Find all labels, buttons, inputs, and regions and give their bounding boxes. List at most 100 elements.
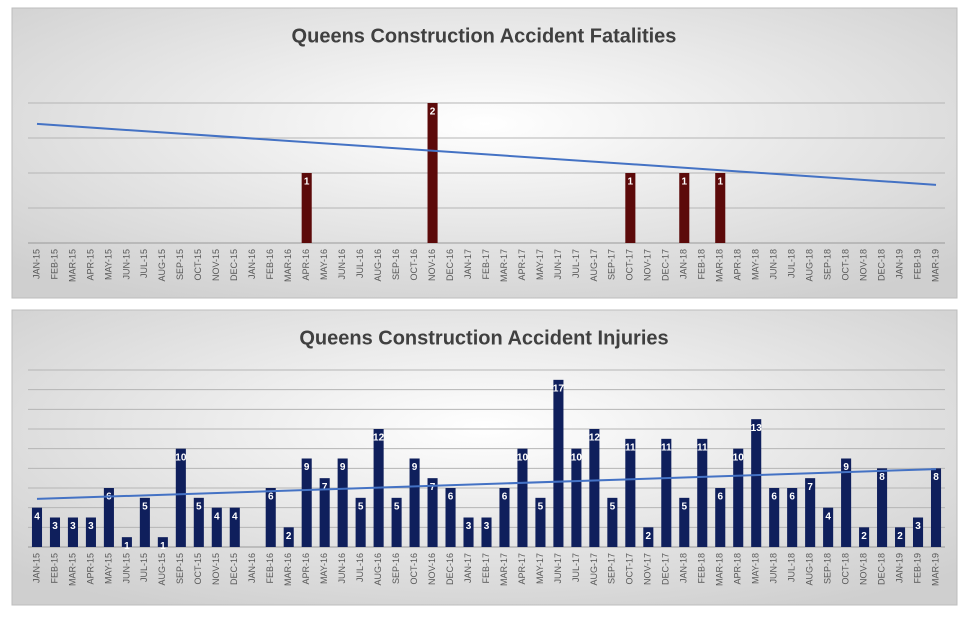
bar <box>139 497 150 547</box>
data-label: 2 <box>897 531 903 542</box>
data-label: 3 <box>88 521 94 532</box>
chart-panel: Queens Construction Accident Injuries JAN… <box>11 309 958 606</box>
x-tick-label: FEB-19 <box>912 553 922 584</box>
x-tick-label: NOV-15 <box>211 553 221 585</box>
data-label: 8 <box>879 472 885 483</box>
data-label: 12 <box>373 433 385 444</box>
data-label: 2 <box>646 531 652 542</box>
bar <box>481 517 492 547</box>
bar <box>49 517 61 547</box>
data-label: 17 <box>553 383 565 394</box>
x-tick-label: OCT-16 <box>409 249 419 281</box>
data-label: 8 <box>933 472 939 483</box>
x-tick-label: SEP-18 <box>823 553 833 584</box>
data-label: 5 <box>394 501 400 512</box>
data-label: 10 <box>571 452 583 463</box>
data-label: 10 <box>175 452 187 463</box>
bar <box>805 478 816 547</box>
x-tick-label: APR-17 <box>517 249 527 281</box>
x-tick-label: OCT-18 <box>840 553 850 585</box>
bar <box>121 537 132 547</box>
x-tick-label: MAR-17 <box>499 553 509 586</box>
data-label: 13 <box>751 423 763 434</box>
x-tick-label: AUG-16 <box>373 249 383 282</box>
data-label: 9 <box>412 462 418 473</box>
x-tick-label: MAY-15 <box>103 553 113 584</box>
x-tick-label: FEB-18 <box>697 553 707 584</box>
bar <box>625 438 636 547</box>
data-label: 12 <box>589 433 601 444</box>
bar <box>175 448 186 547</box>
x-tick-label: MAR-19 <box>930 553 940 586</box>
bar <box>67 517 78 547</box>
x-tick-label: AUG-17 <box>589 249 599 282</box>
bar <box>409 458 420 547</box>
x-tick-label: JUL-16 <box>355 553 365 582</box>
x-tick-label: MAR-17 <box>499 249 509 282</box>
x-tick-label: AUG-18 <box>805 553 815 586</box>
data-label: 7 <box>430 482 436 493</box>
data-label: 5 <box>538 501 544 512</box>
bar <box>391 497 402 547</box>
bar <box>912 517 924 547</box>
bar <box>31 507 43 547</box>
x-tick-label: SEP-17 <box>607 553 617 584</box>
bar <box>661 438 672 547</box>
bar <box>157 537 168 547</box>
x-tick-label: JUL-17 <box>571 553 581 582</box>
x-tick-label: JUN-18 <box>769 553 779 584</box>
x-tick-label: APR-18 <box>733 553 743 585</box>
data-label: 1 <box>682 177 688 188</box>
x-tick-label: NOV-18 <box>858 249 868 281</box>
data-label: 2 <box>286 531 292 542</box>
bar <box>589 429 600 547</box>
x-tick-label: APR-15 <box>85 249 95 281</box>
data-label: 3 <box>70 521 76 532</box>
x-tick-label: OCT-15 <box>193 249 203 281</box>
x-tick-label: MAR-18 <box>715 553 725 586</box>
trendline <box>36 468 937 500</box>
x-tick-label: MAY-16 <box>319 553 329 584</box>
x-tick-label: NOV-18 <box>858 553 868 585</box>
x-tick-label: FEB-16 <box>265 553 275 584</box>
bar <box>301 458 312 547</box>
x-tick-label: MAR-18 <box>715 249 725 282</box>
data-label: 3 <box>52 521 58 532</box>
x-tick-label: MAY-15 <box>103 249 113 280</box>
data-label: 1 <box>124 541 130 552</box>
x-tick-label: FEB-17 <box>481 553 491 584</box>
bar <box>679 173 690 243</box>
bar <box>445 488 456 547</box>
x-tick-label: JUL-18 <box>787 553 797 582</box>
x-tick-label: NOV-17 <box>643 249 653 281</box>
trendline <box>36 122 937 186</box>
chart-title: Queens Construction Accident Fatalities <box>292 25 677 47</box>
x-tick-label: MAY-17 <box>535 553 545 584</box>
x-tick-label: MAR-15 <box>67 553 77 586</box>
x-tick-label: FEB-17 <box>481 249 491 280</box>
bar <box>229 507 240 547</box>
data-label: 9 <box>340 462 346 473</box>
data-label: 1 <box>160 541 166 552</box>
data-label: 11 <box>625 442 636 453</box>
chart-title: Queens Construction Accident Injuries <box>299 327 668 349</box>
x-tick-label: AUG-15 <box>157 249 167 282</box>
x-tick-label: FEB-18 <box>697 249 707 280</box>
x-tick-label: JUN-15 <box>121 553 131 584</box>
x-tick-label: MAR-16 <box>283 249 293 282</box>
x-tick-label: JUL-15 <box>139 553 149 582</box>
data-label: 7 <box>322 482 328 493</box>
x-tick-label: DEC-18 <box>876 249 886 281</box>
x-tick-label: SEP-15 <box>175 553 185 584</box>
data-label: 4 <box>232 511 238 522</box>
bar <box>607 497 618 547</box>
x-tick-label: SEP-16 <box>391 553 401 584</box>
x-tick-label: SEP-15 <box>175 249 185 280</box>
bar <box>930 468 942 547</box>
data-label: 6 <box>771 492 777 503</box>
bar <box>643 527 654 547</box>
x-tick-label: JAN-15 <box>31 553 41 583</box>
bar <box>751 419 762 547</box>
data-label: 3 <box>466 521 472 532</box>
